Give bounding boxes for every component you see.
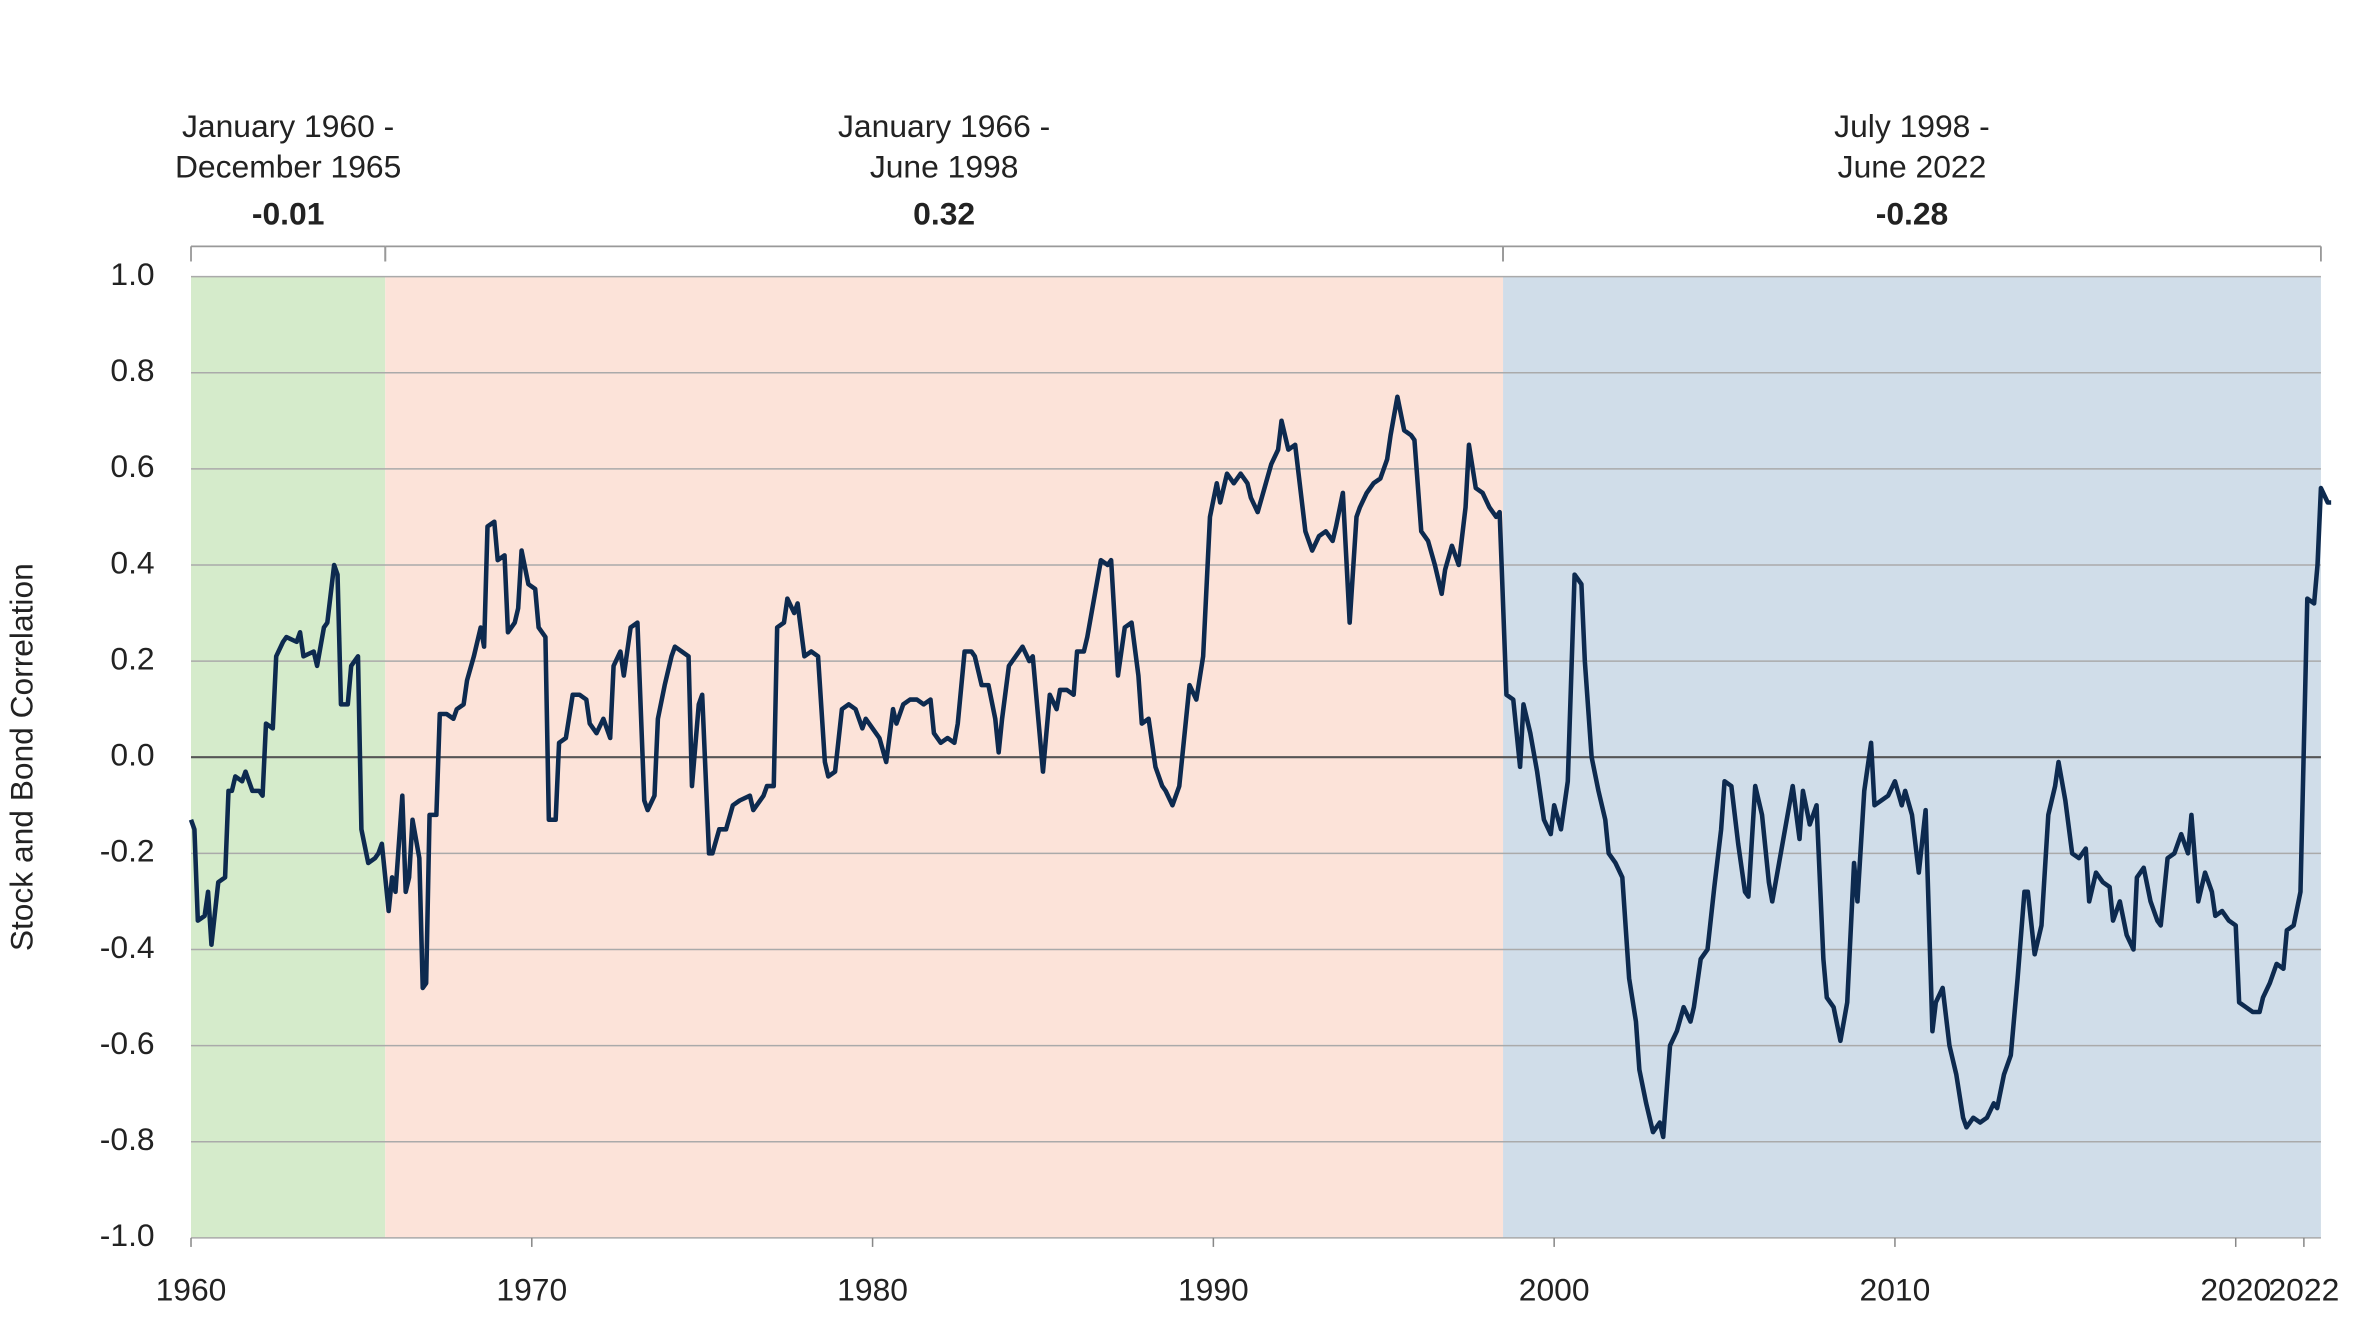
y-tick-label: 0.6 bbox=[110, 448, 154, 484]
y-tick-label: -0.8 bbox=[100, 1121, 155, 1157]
period-correlation: 0.32 bbox=[913, 196, 975, 232]
y-tick-label: -0.4 bbox=[100, 929, 155, 965]
y-axis-title: Stock and Bond Correlation bbox=[4, 563, 40, 951]
x-tick-label: 1980 bbox=[837, 1272, 908, 1308]
y-tick-label: -0.6 bbox=[100, 1025, 155, 1061]
y-tick-label: 0.2 bbox=[110, 641, 154, 677]
period-correlation: -0.28 bbox=[1876, 196, 1949, 232]
x-tick-label: 2022 bbox=[2268, 1272, 2339, 1308]
period-label: December 1965 bbox=[175, 149, 401, 185]
period-label: July 1998 - bbox=[1834, 108, 1990, 144]
y-tick-label: 0.8 bbox=[110, 352, 154, 388]
x-tick-label: 1990 bbox=[1178, 1272, 1249, 1308]
y-tick-label: 1.0 bbox=[110, 256, 154, 292]
period-label: January 1960 - bbox=[182, 108, 394, 144]
y-tick-label: 0.4 bbox=[110, 544, 154, 580]
x-tick-label: 1970 bbox=[496, 1272, 567, 1308]
y-tick-label: 0.0 bbox=[110, 737, 154, 773]
x-tick-label: 1960 bbox=[156, 1272, 227, 1308]
x-tick-label: 2020 bbox=[2200, 1272, 2271, 1308]
period-label: January 1966 - bbox=[838, 108, 1050, 144]
y-tick-label: -0.2 bbox=[100, 833, 155, 869]
grid bbox=[190, 275, 2321, 1247]
x-tick-label: 2010 bbox=[1860, 1272, 1931, 1308]
y-tick-label: -1.0 bbox=[100, 1217, 155, 1253]
period-label: June 1998 bbox=[870, 149, 1019, 185]
data-line bbox=[188, 394, 2332, 1140]
labels: January 1960 - December 1965 -0.01 January … bbox=[100, 108, 2339, 1308]
period-label: June 2022 bbox=[1838, 149, 1987, 185]
x-tick-label: 2000 bbox=[1519, 1272, 1590, 1308]
period-correlation: -0.01 bbox=[252, 196, 325, 232]
